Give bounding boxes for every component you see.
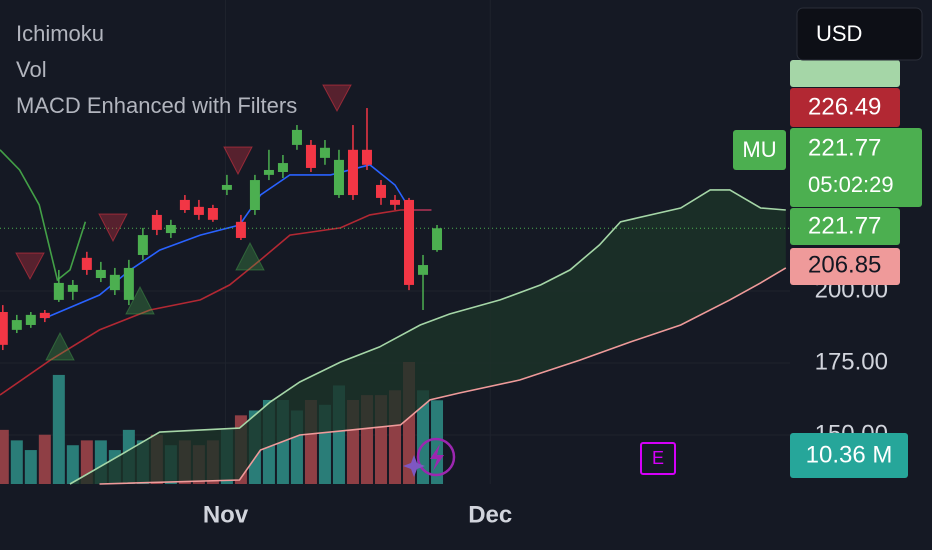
cloud-layer (70, 189, 786, 484)
volume-bar (417, 390, 430, 484)
price-label: 206.85 (808, 251, 881, 278)
volume-bar (24, 450, 37, 484)
currency-label[interactable]: USD (816, 21, 862, 46)
indicator-name: Vol (16, 57, 47, 82)
x-tick-label: Nov (203, 501, 249, 528)
volume-bar (10, 440, 23, 484)
volume-bar (52, 374, 65, 484)
candle-body (235, 221, 246, 238)
buy-signal (45, 331, 75, 361)
candle-body (151, 214, 162, 230)
candle-body (277, 163, 288, 172)
lightning-icon (403, 437, 456, 477)
indicator-line (99, 267, 787, 485)
indicator-line (0, 209, 432, 396)
candle-body (291, 129, 302, 145)
candle-body (347, 149, 358, 196)
candle-body (305, 144, 316, 168)
price-label-box (790, 208, 900, 245)
indicator-name: Ichimoku (16, 21, 104, 46)
candle-body (333, 159, 344, 196)
currency-button[interactable]: USD (796, 7, 923, 61)
candle-body (263, 169, 274, 175)
candle-body (404, 199, 415, 285)
volume-bar (66, 445, 79, 484)
indicator-line (69, 189, 786, 485)
candle-body (165, 225, 176, 234)
price-label: 226.49 (808, 93, 881, 120)
candle-body (109, 274, 120, 291)
volume-bar (0, 429, 9, 484)
volume-bar (38, 434, 51, 484)
price-label-box (790, 248, 900, 285)
currency-button-box[interactable] (796, 7, 923, 61)
buy-signal (125, 285, 155, 315)
candle-body (249, 180, 260, 211)
volume-label: 10.36 M (806, 441, 893, 468)
candle-body (95, 269, 106, 279)
candle-body (375, 184, 386, 198)
cloud-fill (70, 189, 786, 484)
indicator-line (44, 163, 432, 319)
sell-signal (223, 146, 253, 176)
price-label-box (790, 128, 922, 207)
indicator-name: MACD Enhanced with Filters (16, 93, 297, 118)
candle-body (193, 206, 204, 215)
volume-bar (431, 400, 444, 484)
candle-body (221, 184, 232, 190)
y-tick-label: 175.00 (815, 348, 888, 375)
price-label: 221.77 (808, 212, 881, 239)
countdown: 05:02:29 (808, 172, 894, 197)
candle-body (207, 208, 218, 220)
candle-body (11, 320, 22, 330)
x-tick-label: Dec (468, 501, 512, 528)
indicator-line (0, 149, 87, 282)
buy-signal (235, 241, 265, 271)
candle-body (319, 147, 330, 158)
candle-body (137, 235, 148, 255)
earnings-icon: E (640, 442, 676, 475)
candle-body (390, 199, 400, 205)
price-label: 221.77 (808, 134, 881, 161)
hidden-price-label (790, 60, 900, 87)
svg-text:E: E (652, 448, 664, 468)
sell-signal (15, 252, 45, 281)
candle-body (0, 312, 8, 345)
signal-markers (15, 84, 352, 361)
price-label-box (790, 88, 900, 127)
candle-body (123, 267, 134, 300)
sell-signal (98, 213, 128, 243)
price-labels: 226.49 221.77 221.77 206.85 05:02:29 MU 10.36 … (733, 88, 922, 478)
symbol-label: MU (742, 137, 776, 162)
candle-body (432, 228, 443, 251)
candle-body (67, 284, 78, 292)
legend: Ichimoku Vol MACD Enhanced with Filters (16, 21, 297, 118)
candle-body (25, 314, 36, 325)
candle-body (418, 265, 429, 275)
sell-signal (322, 84, 352, 113)
candle-body (179, 199, 190, 211)
candles-layer (0, 108, 443, 351)
candle-body (361, 149, 372, 165)
symbol-box (733, 130, 786, 170)
candle-body (53, 282, 64, 300)
candle-body (39, 312, 50, 319)
candle-body (81, 257, 92, 270)
volume-label-box (790, 433, 908, 478)
